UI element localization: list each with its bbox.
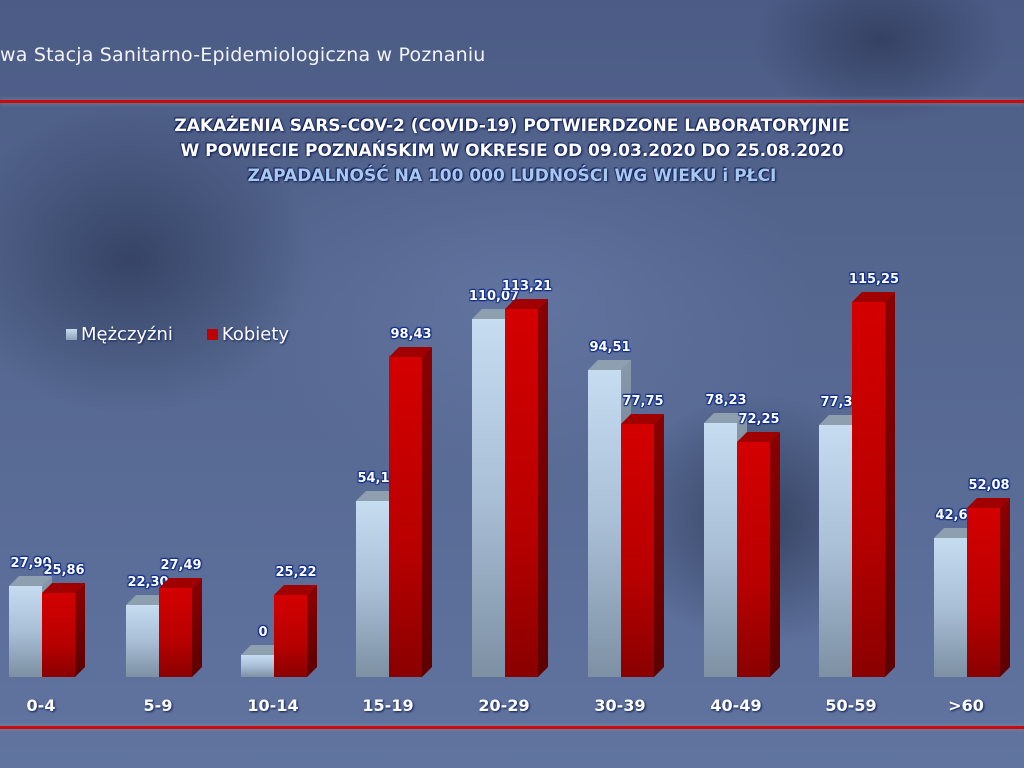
bar-women-30-39 [621, 414, 664, 677]
value-label-women: 25,22 [275, 565, 317, 581]
bar-women-10-14 [274, 585, 317, 677]
bar-men-20-29 [472, 309, 515, 677]
women-swatch-icon [206, 329, 218, 340]
bar-men->60 [934, 528, 977, 677]
value-label-women: 25,86 [43, 562, 85, 578]
bar-front-face [126, 604, 159, 677]
legend-label-women: Kobiety [221, 324, 290, 345]
bar-women-15-19 [389, 347, 432, 677]
value-label-men: 0 [258, 625, 268, 640]
bar-front-face [356, 501, 389, 677]
value-label-women: 72,25 [738, 412, 780, 428]
category-label: 30-39 [594, 696, 646, 715]
bar-men-40-49 [704, 412, 747, 677]
bottom-divider [0, 726, 1024, 729]
bar-men-30-39 [588, 359, 631, 677]
value-label-men: 78,23 [705, 392, 747, 408]
chart-legend: Mężczyźni Kobiety [66, 324, 289, 345]
bar-men-10-14 [241, 645, 284, 677]
title-line-2: W POWIECIE POZNAŃSKIM W OKRESIE OD 09.03… [180, 141, 844, 161]
category-label: 5-9 [143, 696, 173, 715]
value-label-men: 54,14 [357, 471, 399, 487]
chart-title: ZAKAŻENIA SARS-COV-2 (COVID-19) POTWIERD… [0, 114, 1024, 189]
category-label: 0-4 [26, 696, 56, 715]
bar-men-5-9 [126, 594, 169, 677]
bar-front-face [505, 309, 538, 677]
men-swatch-icon [66, 329, 77, 340]
bar-front-face [852, 302, 885, 677]
bar-front-face [274, 595, 307, 677]
value-label-men: 77,39 [820, 395, 862, 411]
value-label-men: 27,90 [10, 556, 52, 572]
legend-item-men: Mężczyźni [66, 324, 173, 345]
bar-front-face [159, 587, 192, 677]
bar-side-face [307, 585, 317, 677]
title-line-3: ZAPADALNOŚĆ NA 100 000 LUDNOŚCI WG WIEKU… [247, 166, 777, 186]
value-label-women: 98,43 [390, 327, 432, 343]
bar-front-face [42, 592, 75, 677]
value-label-men: 94,51 [589, 339, 631, 355]
value-label-women: 113,21 [501, 279, 553, 295]
bar-side-face [1000, 497, 1010, 677]
bar-front-face [934, 538, 967, 677]
bar-men-15-19 [356, 491, 399, 677]
value-label-men: 22,30 [127, 574, 169, 590]
bar-front-face [737, 442, 770, 677]
bar-front-face [389, 357, 422, 677]
bar-women-5-9 [159, 577, 202, 677]
bar-front-face [9, 586, 42, 677]
value-label-women: 27,49 [160, 557, 202, 573]
value-label-women: 52,08 [968, 477, 1010, 493]
organization-header: wa Stacja Sanitarno-Epidemiologiczna w P… [0, 44, 486, 66]
bar-women->60 [967, 497, 1010, 677]
bar-men-0-4 [9, 576, 52, 677]
category-label: 10-14 [247, 696, 299, 715]
value-label-women: 115,25 [848, 272, 900, 288]
category-label: 15-19 [362, 696, 414, 715]
bar-front-face [819, 425, 852, 677]
bar-side-face [654, 414, 664, 677]
bar-front-face [704, 422, 737, 677]
bar-side-face [75, 582, 85, 677]
bar-side-face [538, 299, 548, 677]
bar-front-face [241, 655, 274, 677]
bar-front-face [621, 424, 654, 677]
bar-side-face [770, 432, 780, 677]
value-label-men: 42,66 [935, 508, 977, 524]
bar-women-40-49 [737, 432, 780, 677]
title-line-1: ZAKAŻENIA SARS-COV-2 (COVID-19) POTWIERD… [174, 116, 850, 136]
legend-item-women: Kobiety [206, 324, 290, 345]
bar-side-face [192, 577, 202, 677]
bar-women-0-4 [42, 582, 85, 677]
top-divider [0, 100, 1024, 103]
bar-women-50-59 [852, 292, 895, 677]
bar-front-face [472, 319, 505, 677]
category-label: 20-29 [478, 696, 530, 715]
value-label-women: 77,75 [622, 394, 664, 410]
category-label: 40-49 [710, 696, 762, 715]
bar-men-50-59 [819, 415, 862, 677]
bar-front-face [967, 507, 1000, 677]
value-label-men: 110,07 [468, 289, 520, 305]
bar-women-20-29 [505, 299, 548, 677]
category-label: 50-59 [825, 696, 877, 715]
bar-side-face [885, 292, 895, 677]
bar-side-face [422, 347, 432, 677]
bar-front-face [588, 369, 621, 677]
category-label: >60 [948, 696, 984, 715]
legend-label-men: Mężczyźni [81, 324, 173, 345]
